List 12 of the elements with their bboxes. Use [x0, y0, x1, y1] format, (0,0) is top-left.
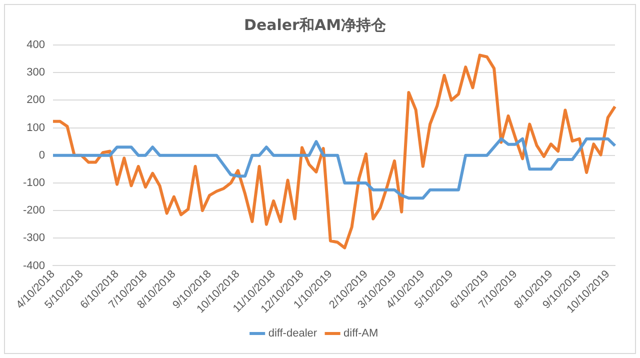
y-tick-label: -400 [22, 260, 46, 272]
y-tick-label: 0 [38, 149, 46, 162]
y-tick-label: 100 [26, 122, 46, 134]
y-tick-label: -300 [22, 232, 46, 244]
legend-label: diff-dealer [268, 328, 318, 340]
chart-title: Dealer和AM净持仓 [244, 16, 387, 34]
y-tick-label: -200 [22, 204, 46, 217]
legend-label: diff-AM [344, 328, 378, 340]
y-tick-label: 400 [26, 39, 46, 52]
y-tick-label: 200 [26, 94, 46, 106]
y-tick-label: 300 [26, 66, 46, 79]
y-tick-label: -100 [22, 176, 46, 189]
